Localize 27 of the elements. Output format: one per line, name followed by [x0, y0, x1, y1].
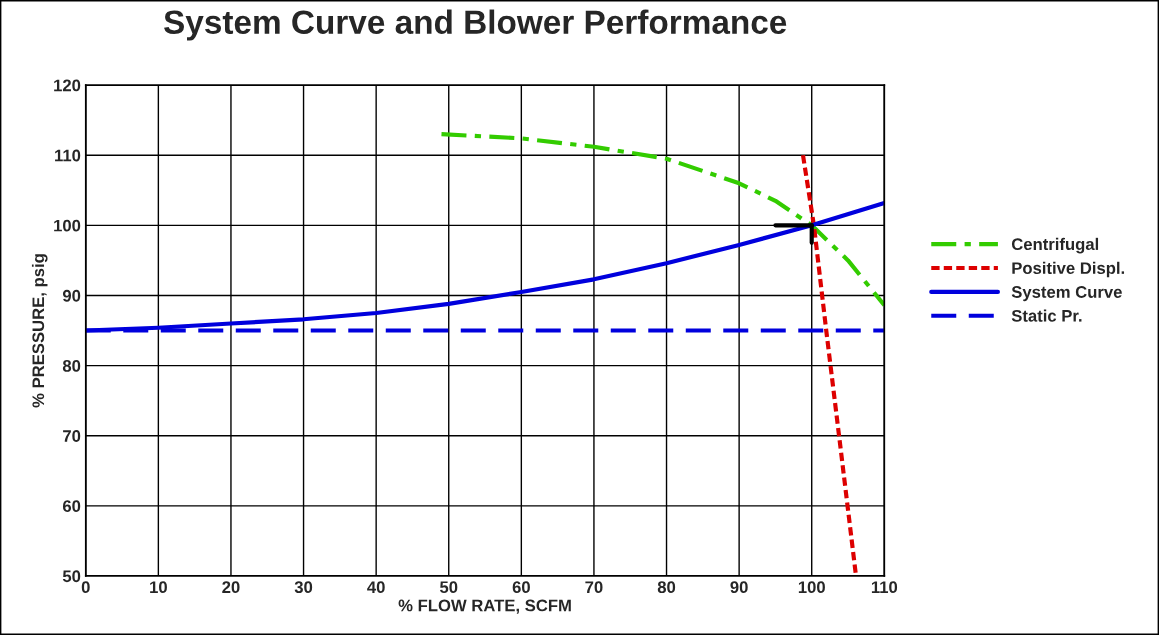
x-tick-label: 100: [798, 581, 825, 594]
legend-label: Centrifugal: [1011, 237, 1099, 254]
x-tick-label: 90: [730, 581, 748, 594]
x-tick-label: 110: [871, 581, 898, 594]
x-tick-label: 20: [222, 581, 240, 594]
x-tick-label: 40: [367, 581, 385, 594]
chart-title: System Curve and Blower Performance: [164, 9, 787, 41]
x-tick-label: 70: [585, 581, 603, 594]
y-axis-title: % PRESSURE, psig: [31, 254, 48, 408]
x-axis-title: % FLOW RATE, SCFM: [398, 599, 571, 614]
y-tick-label: 70: [63, 430, 81, 442]
x-tick-label: 30: [294, 581, 313, 594]
x-tick-label: 60: [512, 581, 530, 594]
y-tick-label: 90: [62, 289, 81, 302]
y-tick-label: 110: [55, 149, 81, 162]
y-tick-label: 100: [54, 219, 81, 232]
y-tick-label: 50: [62, 570, 81, 583]
legend-label: Static Pr.: [1011, 309, 1082, 322]
y-tick-label: 120: [54, 79, 81, 92]
x-tick-label: 80: [657, 581, 676, 594]
legend-label: Positive Displ.: [1012, 261, 1125, 278]
legend-label: System Curve: [1011, 286, 1122, 302]
x-tick-label: 0: [81, 581, 90, 594]
y-tick-label: 80: [62, 359, 81, 372]
y-tick-label: 60: [62, 500, 81, 513]
x-tick-label: 10: [150, 581, 167, 594]
x-tick-label: 50: [439, 581, 458, 594]
